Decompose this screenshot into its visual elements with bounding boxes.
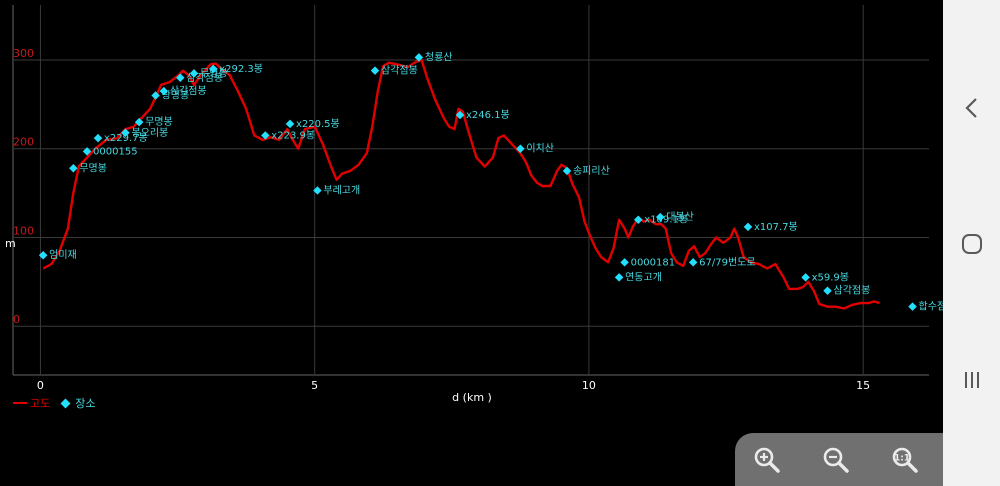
place-label: 엄미재 [49, 249, 77, 261]
zoom-out-button[interactable] [816, 441, 856, 479]
place-label: x109.1봉 [644, 214, 688, 226]
elevation-series [42, 58, 880, 310]
y-axis-label: m [5, 237, 16, 250]
place-label: 부레고개 [323, 184, 360, 196]
place-label: x220.5봉 [296, 118, 340, 130]
place-label: 67/79번도로 [699, 256, 755, 268]
x-tick-label: 5 [311, 379, 318, 392]
place-marker[interactable] [455, 110, 465, 120]
place-marker[interactable] [121, 128, 130, 138]
place-marker[interactable] [688, 258, 698, 267]
place-marker[interactable] [823, 286, 832, 295]
place-marker[interactable] [285, 119, 295, 129]
place-marker[interactable] [93, 133, 103, 143]
elevation-line [42, 58, 880, 310]
place-marker[interactable] [313, 186, 322, 195]
place-marker[interactable] [189, 69, 199, 78]
zoom-reset-icon: 1:1 [892, 447, 918, 473]
svg-text:1:1: 1:1 [894, 454, 910, 464]
place-label: 청룡산 [425, 51, 453, 63]
place-marker[interactable] [176, 73, 185, 83]
place-marker[interactable] [159, 86, 169, 96]
x-axis-label: d (km ) [452, 391, 492, 404]
place-marker[interactable] [908, 302, 917, 311]
place-marker[interactable] [38, 250, 48, 260]
place-label: 삼각점봉 [170, 85, 207, 97]
axis-ticks: 0 100 200 300 0 5 10 15 [13, 47, 870, 392]
place-marker[interactable] [151, 91, 160, 100]
y-tick-label: 300 [13, 47, 34, 60]
place-marker[interactable] [801, 273, 810, 282]
place-label: 광명봉 [162, 90, 190, 102]
place-label: 삼각점봉 [834, 285, 871, 297]
place-marker[interactable] [743, 222, 753, 232]
recents-icon [964, 372, 979, 388]
y-tick-label: 200 [13, 136, 34, 149]
legend-line-swatch [13, 402, 27, 404]
place-label: x223.9봉 [271, 129, 315, 141]
place-label: 연동고개 [625, 271, 662, 283]
home-icon [961, 234, 982, 254]
x-tick-label: 10 [582, 379, 596, 392]
place-label: 0000155 [93, 146, 138, 157]
place-label: 봉오리봉 [131, 127, 168, 139]
place-label: x107.7봉 [754, 221, 798, 233]
place-label: 0000181 [631, 257, 676, 268]
place-label: 대봉산 [666, 211, 694, 223]
place-label: x59.9봉 [812, 271, 849, 283]
zoom-out-icon [823, 447, 849, 473]
home-button[interactable] [943, 224, 1000, 264]
place-marker[interactable] [414, 53, 424, 62]
place-marker[interactable] [208, 64, 218, 74]
legend-marker-swatch [60, 398, 71, 408]
place-label: 무명봉 [79, 162, 107, 174]
zoom-reset-button[interactable]: 1:1 [885, 441, 925, 479]
y-tick-label: 100 [13, 224, 34, 237]
place-marker[interactable] [370, 66, 380, 75]
place-label: x292.3봉 [219, 63, 263, 75]
place-label: 무명봉 [145, 116, 173, 128]
place-label: 송피리산 [573, 165, 610, 177]
legend-marker-label: 장소 [75, 397, 96, 410]
chart-grid [12, 5, 929, 376]
place-label: 합수점 [919, 301, 943, 313]
place-label: x246.1봉 [466, 109, 510, 121]
zoom-controls: 1:1 [735, 433, 943, 486]
place-marker[interactable] [620, 258, 629, 267]
place-marker[interactable] [614, 273, 624, 282]
place-marker[interactable] [261, 131, 270, 140]
place-label: 삼각점봉 [381, 65, 418, 77]
place-marker[interactable] [134, 117, 144, 127]
x-tick-label: 0 [37, 379, 44, 392]
x-tick-label: 15 [856, 379, 870, 392]
recents-button[interactable] [943, 360, 1000, 400]
place-marker[interactable] [69, 164, 78, 173]
elevation-chart[interactable]: 0 100 200 300 0 5 10 15 엄미재 무명봉 0000155 x229.7봉봉오리… [0, 0, 943, 486]
legend-series-label: 고도 [30, 397, 51, 410]
place-markers: 엄미재무명봉0000155x229.7봉봉오리봉무명봉광명봉삼각점봉삼각점봉무명… [38, 51, 943, 313]
chart-legend: 고도 장소 [13, 395, 96, 411]
y-tick-label: 0 [13, 313, 20, 326]
back-icon [964, 98, 977, 118]
place-label: x229.7봉 [104, 132, 148, 144]
place-label: 이치산 [526, 143, 554, 155]
place-label: 무명봉 [200, 67, 228, 79]
place-marker[interactable] [82, 147, 92, 156]
zoom-in-icon [754, 447, 780, 473]
zoom-in-button[interactable] [747, 441, 787, 479]
back-button[interactable] [943, 88, 1000, 128]
navigation-bar [943, 0, 1000, 486]
